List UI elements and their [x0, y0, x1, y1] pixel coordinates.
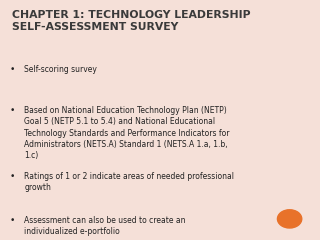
Text: •: •	[10, 216, 15, 225]
Text: •: •	[10, 65, 15, 74]
Text: Ratings of 1 or 2 indicate areas of needed professional
growth: Ratings of 1 or 2 indicate areas of need…	[25, 172, 235, 192]
Text: CHAPTER 1: TECHNOLOGY LEADERSHIP
SELF-ASSESSMENT SURVEY: CHAPTER 1: TECHNOLOGY LEADERSHIP SELF-AS…	[12, 10, 250, 32]
Text: Assessment can also be used to create an
individualized e-portfolio: Assessment can also be used to create an…	[25, 216, 186, 236]
Text: •: •	[10, 106, 15, 115]
Text: Self-scoring survey: Self-scoring survey	[25, 65, 97, 74]
Text: •: •	[10, 172, 15, 181]
Text: Based on National Education Technology Plan (NETP)
Goal 5 (NETP 5.1 to 5.4) and : Based on National Education Technology P…	[25, 106, 230, 160]
